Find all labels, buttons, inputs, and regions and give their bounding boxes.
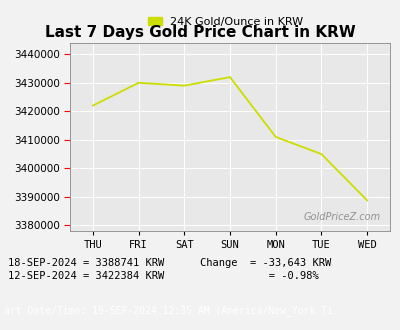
Text: art Date/Time: 19-SEP-2024 12:35 AM (America/New_York Ti: art Date/Time: 19-SEP-2024 12:35 AM (Ame… (4, 306, 333, 316)
Text: Change  = -33,643 KRW: Change = -33,643 KRW (200, 258, 331, 268)
Text: Last 7 Days Gold Price Chart in KRW: Last 7 Days Gold Price Chart in KRW (45, 25, 355, 40)
Legend: 24K Gold/Ounce in KRW: 24K Gold/Ounce in KRW (146, 15, 306, 29)
Text: 18-SEP-2024 = 3388741 KRW: 18-SEP-2024 = 3388741 KRW (8, 258, 164, 268)
Text: GoldPriceZ.com: GoldPriceZ.com (303, 212, 380, 222)
Text: 12-SEP-2024 = 3422384 KRW: 12-SEP-2024 = 3422384 KRW (8, 271, 164, 281)
Text: = -0.98%: = -0.98% (200, 271, 319, 281)
